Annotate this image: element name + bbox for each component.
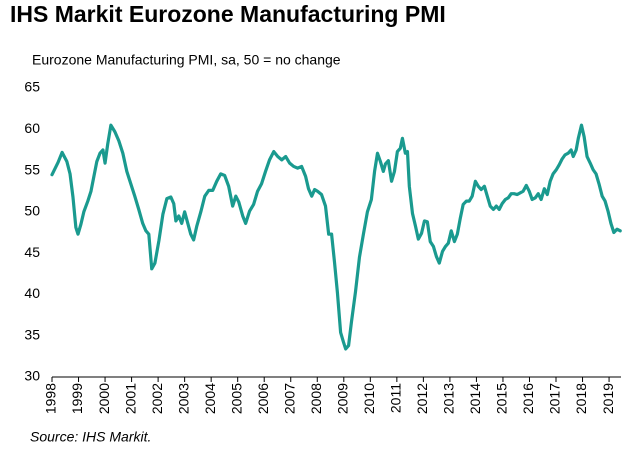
x-tick-label: 1998 [43, 383, 59, 414]
x-tick-label: 2008 [308, 383, 324, 414]
x-tick-label: 2018 [573, 383, 589, 414]
x-tick-label: 2006 [255, 383, 271, 414]
x-tick-label: 2016 [520, 383, 536, 414]
y-tick-label: 45 [24, 244, 40, 260]
x-tick-label: 2001 [122, 383, 138, 414]
x-tick-label: 1999 [69, 383, 85, 414]
line-series [50, 123, 622, 351]
y-tick-label: 65 [24, 79, 40, 95]
x-tick-label: 2009 [334, 383, 350, 414]
x-tick-label: 2010 [361, 383, 377, 414]
source-note: Source: IHS Markit. [30, 429, 151, 445]
x-tick-label: 2003 [175, 383, 191, 414]
x-tick-label: 2002 [149, 383, 165, 414]
x-tick-label: 2004 [202, 383, 218, 414]
x-tick-label: 2013 [441, 383, 457, 414]
y-tick-label: 40 [24, 285, 40, 301]
x-tick-label: 2017 [547, 383, 563, 414]
y-tick-label: 30 [24, 368, 40, 384]
chart-title: IHS Markit Eurozone Manufacturing PMI [10, 1, 446, 27]
y-tick-label: 35 [24, 326, 40, 342]
y-tick-label: 50 [24, 203, 40, 219]
x-tick-label: 2007 [281, 383, 297, 414]
x-tick-label: 2012 [414, 383, 430, 414]
x-tick-label: 2015 [494, 383, 510, 414]
x-tick-label: 2014 [467, 383, 483, 414]
chart-subtitle: Eurozone Manufacturing PMI, sa, 50 = no … [32, 52, 341, 68]
x-tick-label: 2005 [228, 383, 244, 414]
x-tick-label: 2019 [600, 383, 616, 414]
x-tick-label: 2011 [388, 383, 404, 413]
y-tick-label: 55 [24, 161, 40, 177]
x-tick-label: 2000 [96, 383, 112, 414]
y-tick-label: 60 [24, 120, 40, 136]
